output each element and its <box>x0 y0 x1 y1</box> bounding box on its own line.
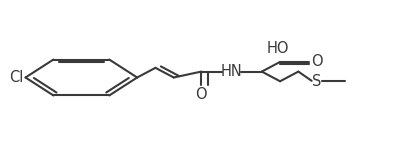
Text: O: O <box>195 87 207 102</box>
Text: HN: HN <box>221 64 242 79</box>
Text: Cl: Cl <box>9 70 23 85</box>
Text: O: O <box>311 54 322 69</box>
Text: HO: HO <box>267 41 289 56</box>
Text: S: S <box>312 74 321 89</box>
